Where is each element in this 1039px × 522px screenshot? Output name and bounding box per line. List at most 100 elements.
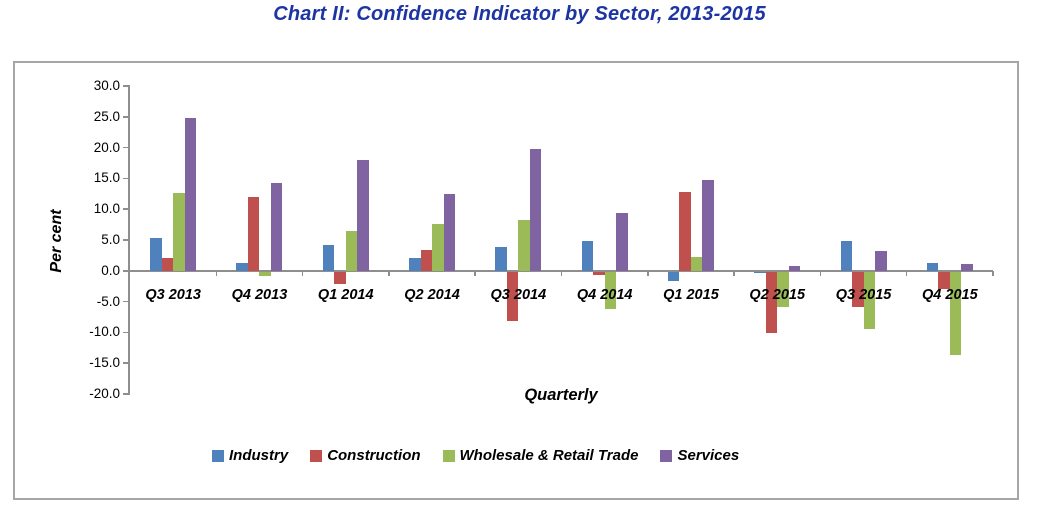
x-axis-category-label: Q4 2015 [922, 286, 978, 303]
x-axis-category-label: Q4 2014 [576, 286, 633, 303]
y-axis-tick-mark [123, 331, 130, 334]
bar-construction [506, 271, 519, 321]
legend: Industry Construction Wholesale & Retail T… [212, 447, 739, 464]
y-axis-tick-label: -5.0 [96, 293, 120, 309]
y-axis-tick-label: -10.0 [89, 324, 120, 340]
bar-industry [322, 244, 335, 271]
y-axis-tick-label: -20.0 [89, 386, 120, 401]
legend-label: Wholesale & Retail Trade [459, 447, 639, 464]
category-tick-mark [301, 270, 304, 276]
bar-wholesale-retail-trade [518, 219, 530, 271]
y-axis-tick-label: -15.0 [89, 355, 120, 371]
bar-industry [754, 271, 766, 274]
bar-wholesale-retail-trade [604, 271, 617, 309]
bar-construction [765, 271, 778, 334]
x-axis-category-label: Q4 2013 [231, 286, 288, 303]
category-tick-mark [560, 270, 563, 276]
y-axis-line [128, 86, 130, 394]
y-axis-tick-label: 0.0 [101, 262, 120, 278]
legend-swatch-icon [310, 449, 323, 462]
x-axis-category-label: Q3 2015 [835, 286, 892, 303]
y-axis-tick-mark [123, 146, 130, 149]
y-axis-tick-mark [123, 85, 130, 87]
bar-industry [926, 263, 939, 271]
chart-title: Chart II: Confidence Indicator by Sector… [273, 3, 766, 25]
category-tick-mark [905, 270, 908, 276]
y-axis-tick-label: 25.0 [93, 108, 120, 124]
category-tick-mark [388, 270, 390, 276]
bar-industry [581, 241, 594, 271]
bar-construction [679, 191, 691, 271]
bar-wholesale-retail-trade [259, 271, 271, 276]
x-axis-category-label: Q2 2015 [749, 286, 806, 303]
bar-services [616, 212, 628, 271]
y-axis-title: Per cent [48, 209, 65, 273]
bar-services [788, 265, 801, 271]
y-axis-tick-mark [123, 239, 130, 241]
x-axis-category-label: Q1 2014 [317, 286, 374, 303]
bar-wholesale-retail-trade [690, 256, 703, 271]
bar-construction [247, 196, 260, 271]
bar-industry [236, 263, 248, 271]
bar-construction [593, 271, 605, 275]
bar-services [702, 180, 714, 271]
bar-industry [495, 246, 507, 271]
y-axis-tick-label: 30.0 [93, 78, 120, 93]
bar-services [875, 251, 887, 271]
legend-item: Industry [212, 447, 288, 464]
legend-swatch-icon [442, 449, 455, 462]
bar-services [270, 183, 283, 271]
category-tick-mark [992, 270, 994, 276]
y-axis-tick-label: 10.0 [93, 201, 120, 217]
y-axis-tick-mark [123, 393, 130, 395]
bar-industry [667, 271, 680, 281]
x-axis-category-label: Q3 2014 [490, 286, 547, 303]
legend-item: Services [660, 447, 739, 464]
bar-construction [161, 258, 174, 271]
category-tick-mark [474, 270, 476, 276]
y-axis-tick-mark [123, 177, 130, 180]
bar-industry [409, 258, 421, 271]
y-axis-tick-mark [123, 208, 130, 211]
bar-services [357, 159, 369, 271]
y-axis-tick-mark [123, 362, 130, 365]
bar-construction [420, 249, 433, 271]
y-axis-tick-label: 5.0 [101, 232, 120, 247]
bar-construction [852, 271, 864, 307]
bar-wholesale-retail-trade [432, 223, 444, 271]
category-tick-mark [733, 270, 735, 276]
legend-label: Industry [229, 447, 289, 464]
legend-label: Services [677, 447, 740, 464]
legend-label: Construction [327, 447, 421, 464]
bar-wholesale-retail-trade [863, 271, 876, 329]
legend-item: Construction [310, 447, 421, 464]
bar-services [961, 264, 973, 271]
category-tick-mark [647, 270, 649, 276]
bar-industry [840, 241, 853, 271]
legend-swatch-icon [212, 449, 224, 462]
legend-item: Wholesale & Retail Trade [442, 447, 639, 464]
bar-wholesale-retail-trade [173, 193, 185, 271]
y-axis-tick-label: 15.0 [93, 170, 120, 186]
bar-wholesale-retail-trade [777, 271, 789, 307]
bar-industry [150, 238, 162, 271]
category-tick-mark [215, 270, 218, 276]
x-axis-category-label: Q3 2013 [145, 286, 201, 303]
x-axis-category-label: Q2 2014 [404, 286, 460, 303]
bar-wholesale-retail-trade [345, 231, 358, 271]
bar-wholesale-retail-trade [949, 271, 962, 355]
y-axis-tick-mark [123, 116, 130, 118]
y-axis-tick-mark [123, 300, 130, 303]
x-axis-title: Quarterly [524, 386, 598, 404]
category-tick-mark [819, 270, 822, 276]
bar-construction [334, 271, 346, 284]
bar-construction [938, 271, 950, 290]
y-axis-tick-mark [123, 270, 130, 272]
bar-services [443, 193, 456, 271]
bar-services [184, 118, 197, 271]
bar-services [529, 149, 542, 271]
legend-swatch-icon [660, 449, 673, 462]
y-axis-tick-label: 20.0 [93, 139, 120, 155]
x-axis-category-label: Q1 2015 [663, 286, 719, 303]
